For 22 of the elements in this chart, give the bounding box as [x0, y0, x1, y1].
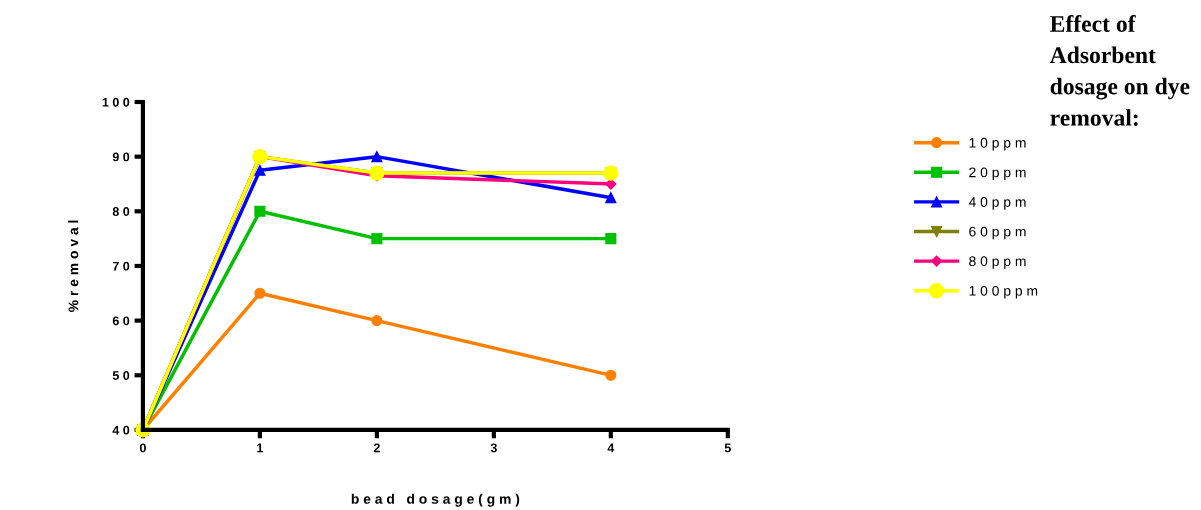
x-tick-label: 2 — [373, 443, 380, 453]
x-tick-label: 5 — [724, 443, 731, 453]
y-axis-title: % r e m o v a l — [68, 220, 79, 312]
text: Effect of Adsorbent dosage on dye removal: — [1049, 15, 1190, 126]
y-tick-label: 1 0 0 — [102, 97, 130, 107]
legend-label: 2 0 p p m — [969, 167, 1026, 181]
legend-label: 4 0 p p m — [968, 197, 1026, 210]
legend-label: 8 0 p p m — [969, 256, 1026, 269]
x-tick-label: 4 — [607, 443, 615, 453]
y-tick-label: 5 0 — [112, 371, 130, 380]
y-tick-label: 8 0 — [112, 207, 130, 216]
x-tick-label: 3 — [490, 443, 497, 453]
x-tick-label: 1 — [257, 443, 264, 453]
x-tick-label: 0 — [139, 443, 146, 453]
y-tick-label: 9 0 — [112, 152, 130, 162]
legend-label: 1 0 0 p p m — [969, 285, 1038, 299]
x-axis-title: b e a d d o s a g e ( g m ) — [351, 493, 520, 507]
y-tick-label: 7 0 — [112, 261, 130, 271]
y-tick-label: 6 0 — [112, 316, 130, 326]
legend-label: 6 0 p p m — [969, 226, 1026, 240]
legend-label: 1 0 p p m — [969, 137, 1026, 151]
y-tick-label: 4 0 — [112, 425, 130, 435]
